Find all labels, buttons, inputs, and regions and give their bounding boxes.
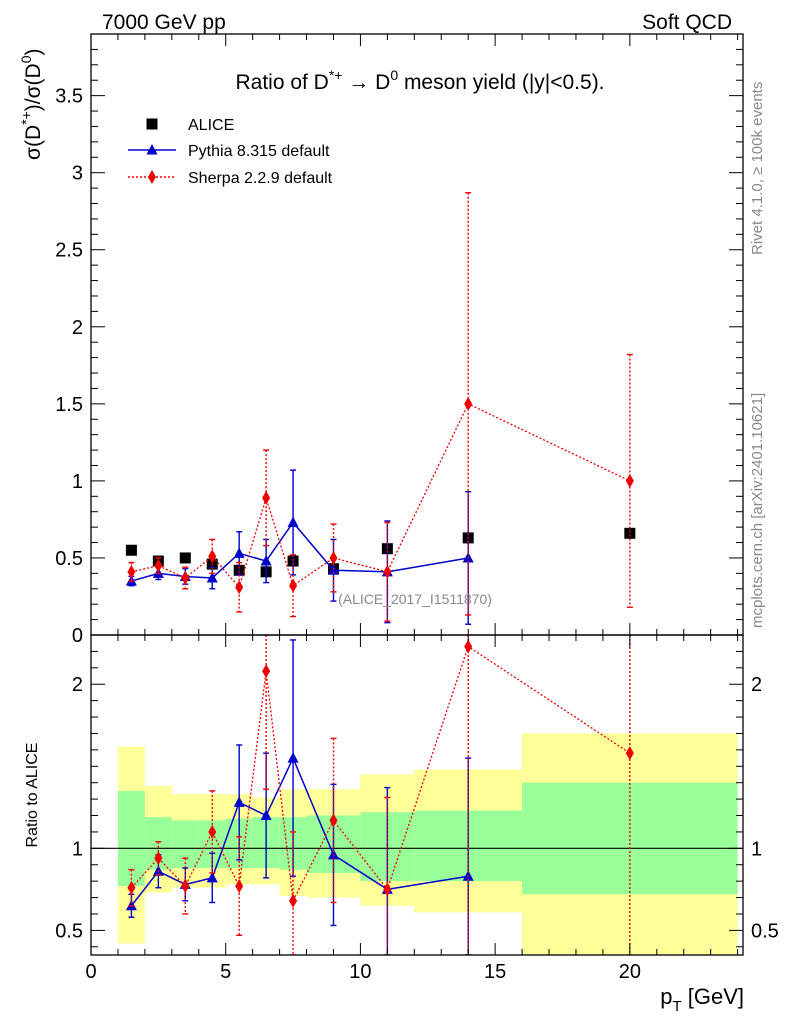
ratio-ytick-label-right: 1 <box>751 838 762 860</box>
ratio-pythia-point-7 <box>327 848 339 860</box>
ratio-pythia-point-5 <box>260 809 272 821</box>
main-ytick-label: 0 <box>72 625 83 647</box>
main-sherpa-point-1 <box>154 558 163 573</box>
ratio-sherpa-point-10 <box>625 746 634 761</box>
legend-label-0: ALICE <box>188 117 234 134</box>
main-sherpa-point-9 <box>464 396 473 411</box>
main-panel-data <box>125 192 636 625</box>
ratio-sherpa-point-5 <box>262 664 271 679</box>
main-ytick-label: 1 <box>72 471 83 493</box>
main-pythia-point-3 <box>206 571 218 583</box>
ratio-sherpa-point-3 <box>208 824 217 839</box>
ylabel-c: ) <box>22 49 45 56</box>
main-sherpa-point-5 <box>262 490 271 505</box>
ylabel-sup1: *+ <box>18 111 34 125</box>
ratio-sherpa-point-7 <box>329 813 338 828</box>
plot-title-post: meson yield (|y|<0.5). <box>398 71 604 94</box>
main-ytick-label: 3.5 <box>55 86 83 108</box>
ratio-sherpa-point-8 <box>383 882 392 897</box>
ratio-band-inner-0 <box>117 790 145 887</box>
ratio-sherpa-point-1 <box>154 851 163 866</box>
main-alice-point-0 <box>125 544 137 556</box>
main-ytick-label: 2.5 <box>55 240 83 262</box>
legend-marker-0 <box>146 118 158 130</box>
legend-marker-1 <box>146 144 158 155</box>
x-tick-label: 10 <box>349 961 371 983</box>
ratio-ytick-label-left: 1 <box>72 838 83 860</box>
ratio-ytick-label-left: 2 <box>72 674 83 696</box>
main-sherpa-line <box>131 402 631 589</box>
main-panel-axes: 0 0.5 1 1.5 2 2.5 3 3.5 <box>55 33 744 647</box>
ratio-panel-axes: 0.5 0.51 12 20 5 10 15 20 <box>55 634 779 983</box>
legend: ALICE Pythia 8.315 default Sherpa 2.2.9 de… <box>128 117 333 187</box>
main-sherpa-point-6 <box>289 578 298 593</box>
ylabel-sup2: 0 <box>18 55 34 63</box>
ratio-ytick-label-right: 2 <box>751 674 762 696</box>
x-axis-label: pT [GeV] <box>660 984 744 1015</box>
main-pythia-point-5 <box>260 555 272 566</box>
legend-marker-2 <box>148 170 156 184</box>
ratio-panel-bands <box>91 733 743 955</box>
main-sherpa-point-0 <box>127 564 136 579</box>
ratio-y-axis-label: Ratio to ALICE <box>24 743 41 848</box>
main-pythia-point-4 <box>233 547 245 558</box>
main-y-axis-label: σ(D*+)/σ(D0) <box>18 49 45 161</box>
ylabel-a: σ(D <box>22 125 45 160</box>
header-right: Soft QCD <box>642 11 732 34</box>
main-sherpa-point-10 <box>625 473 634 488</box>
main-sherpa-point-3 <box>208 549 217 564</box>
legend-label-1: Pythia 8.315 default <box>188 143 330 160</box>
analysis-id-label: (ALICE_2017_I1511870) <box>338 591 492 607</box>
ratio-sherpa-point-6 <box>289 893 298 908</box>
plot-title-arrow: → D <box>342 71 390 94</box>
x-tick-label: 5 <box>220 961 231 983</box>
ratio-sherpa-point-9 <box>464 639 473 654</box>
main-sherpa-point-8 <box>383 564 392 579</box>
ylabel-b: )/σ(D <box>22 63 45 111</box>
main-ytick-label: 0.5 <box>55 548 83 570</box>
main-pythia-point-6 <box>287 516 299 528</box>
ratio-pythia-point-6 <box>287 752 299 763</box>
plot-title-pre: Ratio of D <box>235 71 328 94</box>
main-ytick-label: 3 <box>72 163 83 185</box>
x-tick-label: 0 <box>85 961 96 983</box>
plot-title-sup1: *+ <box>329 67 343 83</box>
plot-title-sup2: 0 <box>390 67 398 83</box>
main-sherpa-point-2 <box>181 570 190 585</box>
ratio-frame <box>90 634 744 956</box>
main-ytick-label: 1.5 <box>55 394 83 416</box>
ratio-pythia-line <box>130 756 469 907</box>
ratio-pythia-point-0 <box>125 899 137 911</box>
main-ytick-label: 2 <box>72 317 83 339</box>
ratio-ytick-label-left: 0.5 <box>55 920 83 942</box>
xlabel-b: [GeV] <box>682 984 744 1009</box>
main-alice-point-2 <box>179 552 191 564</box>
xlabel-a: p <box>660 984 672 1009</box>
main-sherpa-point-4 <box>235 580 244 595</box>
main-pythia-line <box>131 521 469 582</box>
x-tick-label: 20 <box>619 961 641 983</box>
ratio-sherpa-point-0 <box>127 880 136 895</box>
main-sherpa-point-7 <box>329 550 338 565</box>
ratio-pythia-point-3 <box>206 871 218 883</box>
ratio-band-inner-2 <box>171 820 199 869</box>
legend-label-2: Sherpa 2.2.9 default <box>188 170 333 187</box>
xlabel-sub: T <box>672 998 681 1015</box>
mcplots-label: mcplots.cern.ch [arXiv:2401.10621] <box>749 393 766 628</box>
ratio-sherpa-point-2 <box>181 879 190 894</box>
ratio-panel-data <box>125 635 634 955</box>
ratio-pythia-point-4 <box>233 796 245 807</box>
x-tick-label: 15 <box>484 961 506 983</box>
main-alice-point-10 <box>624 527 636 539</box>
plot-title: Ratio of D*+ → D0 meson yield (|y|<0.5). <box>235 67 604 94</box>
ratio-sherpa-point-4 <box>235 879 244 894</box>
ratio-ytick-label-right: 0.5 <box>751 920 779 942</box>
header-left: 7000 GeV pp <box>102 11 226 34</box>
rivet-version-label: Rivet 4.1.0, ≥ 100k events <box>749 82 766 255</box>
